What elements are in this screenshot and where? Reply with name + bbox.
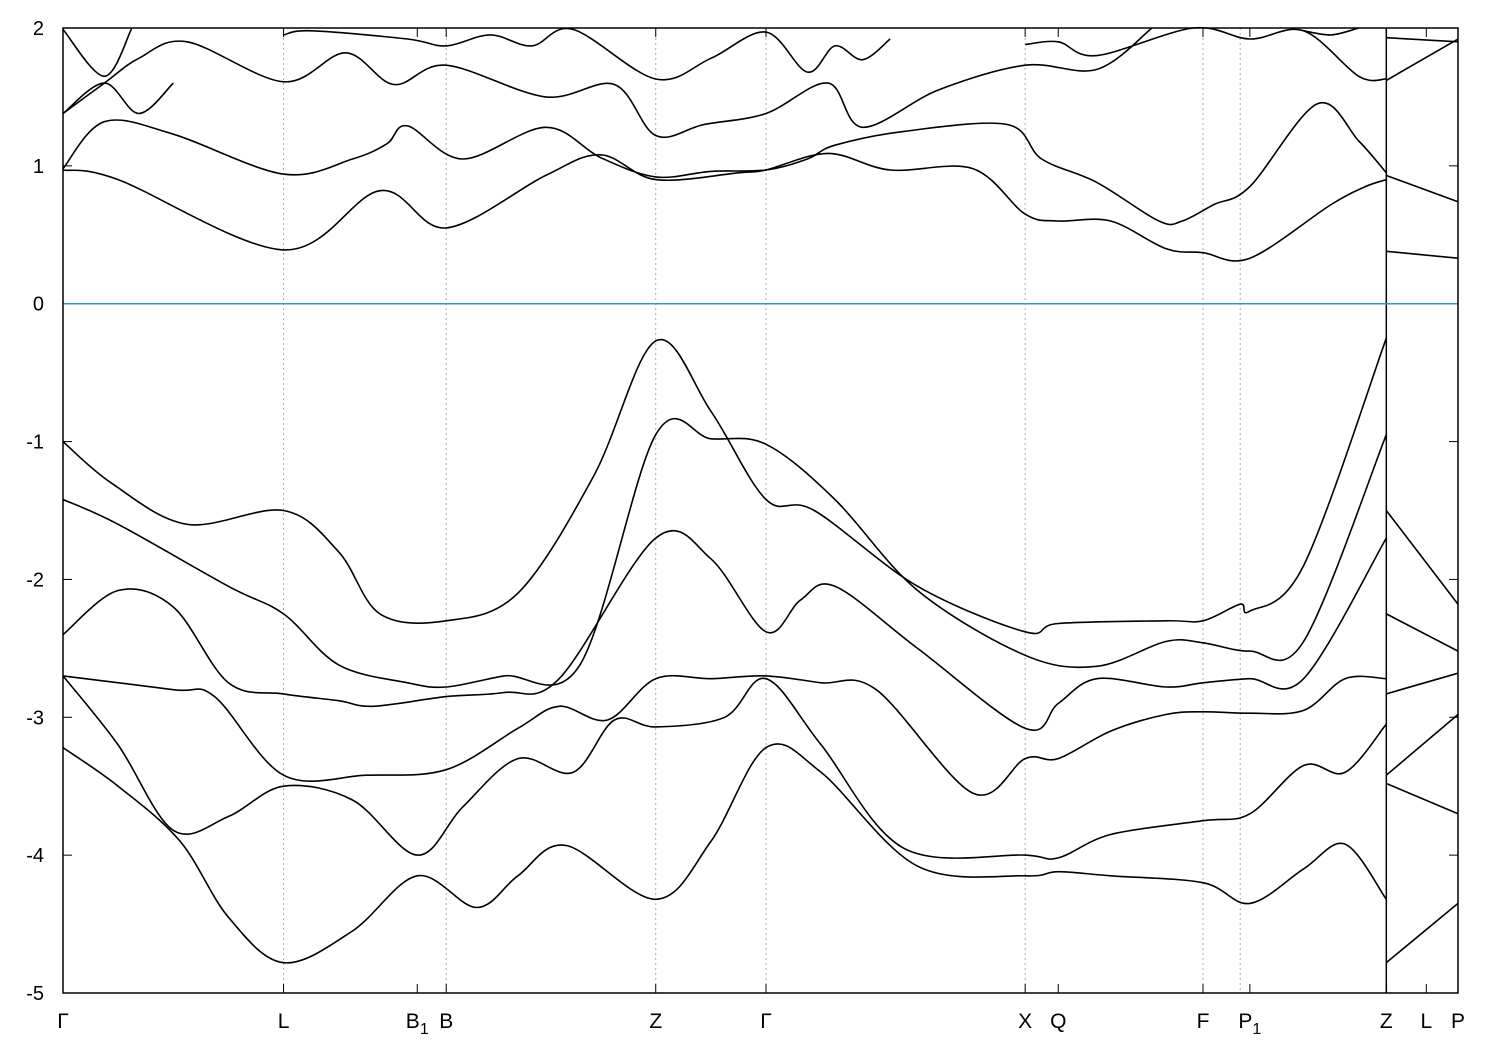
band-line-16 (1386, 36, 1459, 43)
band-line-12 (62, 675, 1387, 860)
series-layer (62, 26, 1459, 964)
band-line-11 (62, 674, 1387, 796)
tick-label-layer: 210-1-2-3-4-5Γ L B1 B Z Γ X Q F P1 Z L P (26, 18, 1465, 1038)
x-tick-label: F (1197, 1010, 1210, 1033)
x-tick-label: P (1451, 1010, 1465, 1033)
y-tick-label: -1 (26, 432, 44, 454)
band-line-6 (1025, 26, 1387, 82)
band-line-7 (1303, 27, 1360, 36)
grid-layer (283, 28, 1387, 993)
x-tick-label: B (439, 1010, 453, 1033)
x-tick-label: Z (1380, 1010, 1393, 1033)
band-line-15 (1386, 250, 1459, 260)
band-line-14 (1386, 174, 1459, 203)
band-line-4 (62, 82, 174, 115)
x-tick-label: X (1018, 1010, 1032, 1033)
plot-frame (62, 27, 1459, 994)
band-line-0 (62, 101, 1387, 226)
band-line-23 (1385, 902, 1459, 964)
band-line-10 (62, 529, 1387, 731)
x-tick-label: L (278, 1010, 290, 1033)
band-line-18 (1385, 510, 1459, 605)
x-tick-label: Q (1050, 1010, 1066, 1033)
band-line-8 (62, 337, 1388, 635)
y-tick-label: 0 (33, 294, 44, 316)
band-line-21 (1385, 713, 1459, 776)
band-line-5 (283, 27, 891, 81)
band-line-1 (62, 152, 1387, 262)
y-tick-label: -3 (26, 707, 44, 729)
band-line-2 (62, 27, 1153, 138)
band-line-20 (1386, 672, 1459, 695)
band-line-19 (1385, 613, 1459, 652)
x-tick-label: Γ (760, 1010, 772, 1033)
y-tick-label: 2 (33, 18, 44, 40)
band-line-13 (62, 743, 1387, 964)
x-tick-label: Γ (57, 1010, 69, 1033)
x-tick-label: L (1420, 1010, 1432, 1033)
band-line-3 (62, 27, 133, 78)
x-tick-label: Z (649, 1010, 662, 1033)
y-tick-label: -4 (26, 845, 44, 867)
x-tick-label: P1 (1238, 1010, 1261, 1038)
band-line-22 (1386, 782, 1459, 815)
band-line-17 (1385, 38, 1459, 82)
y-tick-label: -2 (26, 569, 44, 591)
y-tick-label: 1 (33, 156, 44, 178)
band-line-9 (62, 418, 1388, 689)
y-tick-label: -5 (26, 983, 44, 1005)
x-tick-label: B1 (406, 1010, 429, 1038)
